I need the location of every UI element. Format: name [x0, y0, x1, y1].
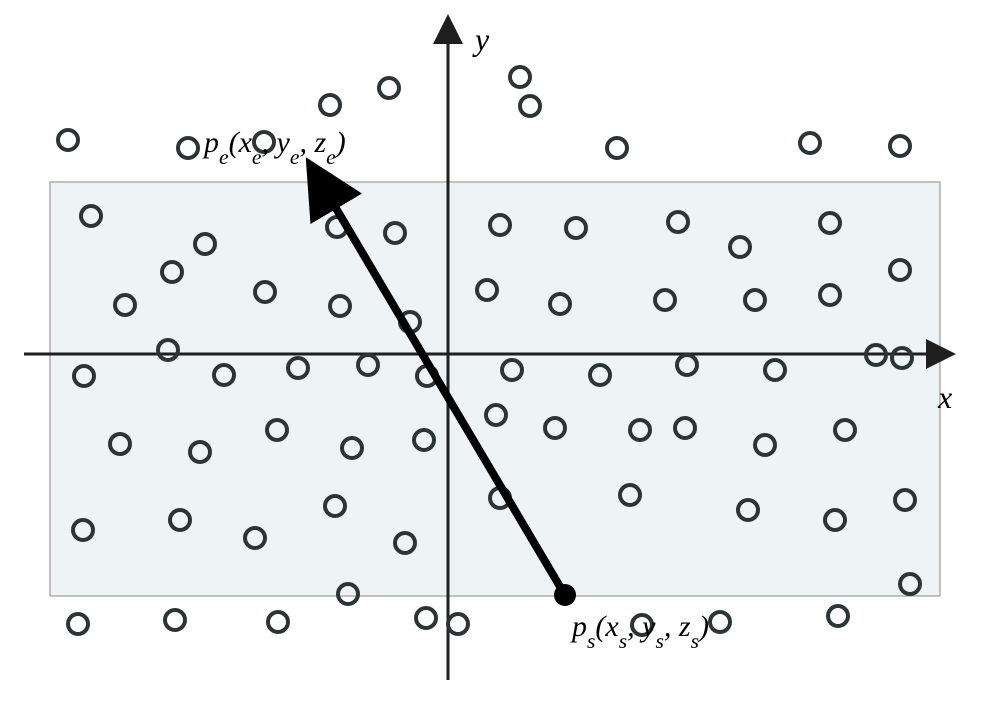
- scatter-point: [165, 610, 185, 630]
- search-region-rect: [50, 182, 940, 596]
- scatter-point: [416, 608, 436, 628]
- svg-text:ps(xs, ys, zs): ps(xs, ys, zs): [570, 610, 709, 653]
- scatter-point: [268, 612, 288, 632]
- point-pe: [310, 172, 332, 194]
- scatter-point: [800, 133, 820, 153]
- scatter-point: [379, 78, 399, 98]
- scatter-point: [828, 606, 848, 626]
- scatter-point: [58, 130, 78, 150]
- y-axis-label: y: [472, 21, 490, 57]
- label-pe: pe(xe, ye, ze): [202, 126, 346, 169]
- scatter-point: [890, 136, 910, 156]
- scatter-point: [68, 614, 88, 634]
- diagram-canvas: x y pe(xe, ye, ze) ps(xs, ys, zs): [0, 0, 1000, 705]
- scatter-point: [520, 96, 540, 116]
- svg-text:pe(xe, ye, ze): pe(xe, ye, ze): [202, 126, 346, 169]
- x-axis-label: x: [937, 379, 952, 415]
- scatter-point: [607, 138, 627, 158]
- point-ps: [554, 584, 576, 606]
- scatter-point: [448, 614, 468, 634]
- scatter-point: [510, 67, 530, 87]
- scatter-point: [178, 138, 198, 158]
- scatter-point: [320, 95, 340, 115]
- scatter-point: [710, 612, 730, 632]
- label-ps: ps(xs, ys, zs): [570, 610, 709, 653]
